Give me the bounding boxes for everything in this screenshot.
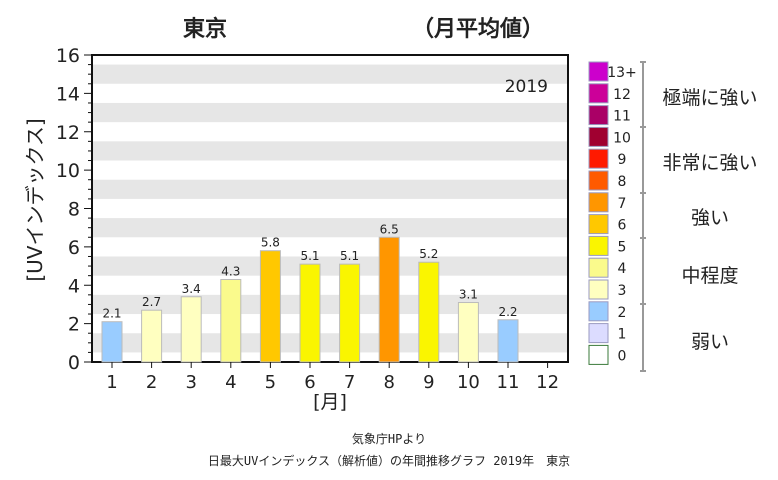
x-tick-label: 11 (497, 372, 520, 393)
legend-level-label: 4 (618, 261, 627, 277)
grid-band (92, 102, 568, 123)
caption-source: 気象庁HPより (351, 432, 427, 446)
legend-category-label: 非常に強い (662, 152, 757, 174)
bar-value-label: 6.5 (380, 222, 399, 236)
x-tick-label: 3 (185, 372, 196, 393)
x-tick-label: 12 (536, 372, 559, 393)
bar-value-label: 2.1 (102, 307, 121, 321)
y-tick-label: 4 (68, 275, 80, 297)
legend-swatch (588, 105, 609, 126)
y-tick-label: 2 (68, 314, 80, 336)
legend-level-label: 1 (618, 327, 627, 343)
legend-swatch (588, 192, 609, 213)
legend-category-label: 弱い (691, 331, 729, 353)
legend-level-label: 12 (613, 87, 631, 103)
grid-band (92, 256, 568, 276)
legend-swatch (588, 83, 609, 104)
x-tick-label: 10 (457, 372, 480, 393)
x-tick-label: 5 (265, 372, 276, 393)
legend-swatch (588, 148, 609, 169)
grid-band (92, 294, 568, 315)
bar-value-label: 3.1 (459, 288, 478, 302)
legend-level-label: 7 (618, 196, 627, 212)
legend-level-label: 5 (618, 239, 627, 255)
legend-level-label: 11 (613, 109, 631, 125)
x-tick-label: 2 (146, 372, 157, 393)
legend-swatch (588, 214, 609, 235)
grid-band (92, 141, 568, 161)
chart-title: 東京 (183, 16, 227, 42)
x-tick-label: 7 (344, 372, 355, 393)
legend-level-label: 2 (618, 305, 627, 321)
bar (418, 261, 440, 363)
grid-band (92, 218, 568, 238)
grid-band (92, 179, 568, 199)
legend-swatch (588, 301, 609, 322)
legend-level-label: 3 (618, 283, 627, 299)
bar (339, 263, 361, 363)
grid-band (92, 333, 568, 353)
legend-swatch (588, 279, 609, 300)
y-axis-label: [UVインデックス] (23, 118, 47, 281)
legend-swatch (588, 126, 609, 147)
y-tick-label: 12 (56, 122, 80, 144)
y-tick-label: 0 (68, 352, 80, 374)
bar-value-label: 2.7 (142, 295, 161, 309)
x-tick-label: 9 (423, 372, 434, 393)
x-tick-label: 1 (106, 372, 117, 393)
legend-level-label: 6 (618, 218, 627, 234)
legend-swatch (588, 61, 609, 82)
x-tick-label: 8 (383, 372, 394, 393)
bar (220, 278, 242, 363)
bar-value-label: 5.8 (261, 236, 280, 250)
year-annotation: 2019 (505, 77, 548, 97)
grid-band (92, 64, 568, 84)
y-tick-label: 14 (56, 83, 80, 105)
bar-value-label: 3.4 (182, 282, 201, 296)
legend-level-label: 9 (618, 152, 627, 168)
legend-level-label: 8 (618, 174, 627, 190)
bar (378, 236, 400, 363)
bar-value-label: 5.1 (300, 249, 319, 263)
bar (299, 263, 321, 363)
legend-swatch (588, 344, 609, 365)
bar-value-label: 4.3 (221, 264, 240, 278)
x-tick-label: 6 (304, 372, 315, 393)
x-axis-label: [月] (313, 391, 347, 413)
legend-level-label: 13+ (607, 65, 637, 81)
y-tick-label: 6 (68, 237, 80, 259)
legend-swatch (588, 257, 609, 278)
legend-swatch (588, 235, 609, 256)
bar (259, 250, 281, 363)
y-tick-label: 8 (68, 199, 80, 221)
legend-category-label: 中程度 (681, 265, 738, 287)
bar-value-label: 5.1 (340, 249, 359, 263)
legend-level-label: 0 (618, 348, 627, 364)
legend-category-label: 強い (691, 207, 729, 229)
chart-subtitle: （月平均値） (412, 16, 544, 42)
bar (141, 309, 163, 363)
legend-level-label: 10 (613, 130, 631, 146)
legend-category-label: 極端に強い (662, 87, 757, 109)
bar-value-label: 2.2 (498, 305, 517, 319)
bar (101, 321, 123, 363)
legend-swatch (588, 323, 609, 344)
plot-frame (91, 54, 569, 363)
y-tick-label: 10 (56, 160, 80, 182)
bar-value-label: 5.2 (419, 247, 438, 261)
caption-description: 日最大UVインデックス（解析値）の年間推移グラフ 2019年 東京 (207, 454, 571, 468)
legend-swatch (588, 170, 609, 191)
x-tick-label: 4 (225, 372, 236, 393)
bar (180, 296, 202, 363)
y-tick-label: 16 (56, 45, 80, 67)
bar (497, 319, 519, 363)
bar (457, 302, 479, 363)
